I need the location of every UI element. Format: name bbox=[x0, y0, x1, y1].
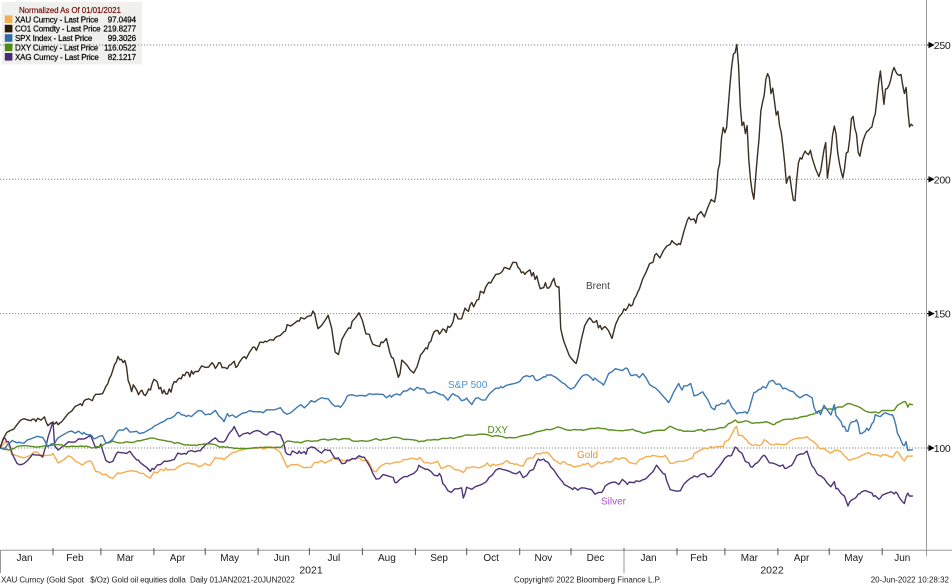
svg-text:116.0522: 116.0522 bbox=[104, 44, 137, 53]
svg-text:Aug: Aug bbox=[378, 553, 396, 564]
svg-text:Dec: Dec bbox=[587, 553, 605, 564]
svg-text:DXY: DXY bbox=[488, 425, 509, 436]
svg-text:2022: 2022 bbox=[760, 565, 784, 577]
svg-text:Feb: Feb bbox=[66, 553, 84, 564]
svg-text:82.1217: 82.1217 bbox=[108, 53, 137, 62]
svg-text:Silver: Silver bbox=[601, 497, 627, 508]
svg-text:Jun: Jun bbox=[894, 553, 910, 564]
svg-text:Brent: Brent bbox=[586, 281, 610, 292]
svg-text:Apr: Apr bbox=[794, 553, 810, 564]
svg-text:99.3026: 99.3026 bbox=[108, 34, 137, 43]
svg-text:Gold: Gold bbox=[577, 450, 598, 461]
svg-text:S&P 500: S&P 500 bbox=[448, 380, 488, 391]
svg-text:DXY Curncy - Last Price: DXY Curncy - Last Price bbox=[15, 44, 99, 53]
svg-text:Jun: Jun bbox=[274, 553, 290, 564]
svg-text:Mar: Mar bbox=[741, 553, 759, 564]
svg-text:Nov: Nov bbox=[535, 553, 553, 564]
svg-text:Normalized As Of 01/01/2021: Normalized As Of 01/01/2021 bbox=[19, 6, 121, 15]
svg-text:XAG Curncy - Last Price: XAG Curncy - Last Price bbox=[15, 53, 99, 62]
svg-text:Jan: Jan bbox=[16, 553, 32, 564]
svg-text:Copyright© 2022 Bloomberg Fina: Copyright© 2022 Bloomberg Finance L.P. bbox=[514, 576, 661, 585]
svg-text:May: May bbox=[844, 553, 863, 564]
svg-text:97.0494: 97.0494 bbox=[108, 15, 137, 24]
svg-text:Apr: Apr bbox=[170, 553, 186, 564]
svg-text:CO1 Comdty - Last Price: CO1 Comdty - Last Price bbox=[15, 25, 101, 34]
svg-text:XAU Curncy - Last Price: XAU Curncy - Last Price bbox=[15, 15, 99, 24]
svg-text:20-Jun-2022 10:28:32: 20-Jun-2022 10:28:32 bbox=[871, 576, 950, 585]
svg-text:200: 200 bbox=[934, 174, 951, 186]
svg-text:2021: 2021 bbox=[299, 565, 323, 577]
svg-text:219.8277: 219.8277 bbox=[103, 25, 136, 34]
svg-text:Oct: Oct bbox=[483, 553, 499, 564]
svg-text:150: 150 bbox=[934, 309, 951, 321]
svg-text:Jan: Jan bbox=[640, 553, 656, 564]
svg-text:Feb: Feb bbox=[690, 553, 708, 564]
svg-text:XAU Curncy (Gold Spot $/Oz): XAU Curncy (Gold Spot $/Oz) Gold oil equ… bbox=[1, 576, 295, 585]
svg-text:100: 100 bbox=[934, 443, 951, 455]
svg-text:May: May bbox=[220, 553, 239, 564]
svg-text:Mar: Mar bbox=[117, 553, 135, 564]
svg-text:Jul: Jul bbox=[328, 553, 341, 564]
svg-text:Sep: Sep bbox=[430, 553, 448, 564]
svg-text:SPX Index - Last Price: SPX Index - Last Price bbox=[15, 34, 93, 43]
svg-text:250: 250 bbox=[934, 40, 951, 52]
